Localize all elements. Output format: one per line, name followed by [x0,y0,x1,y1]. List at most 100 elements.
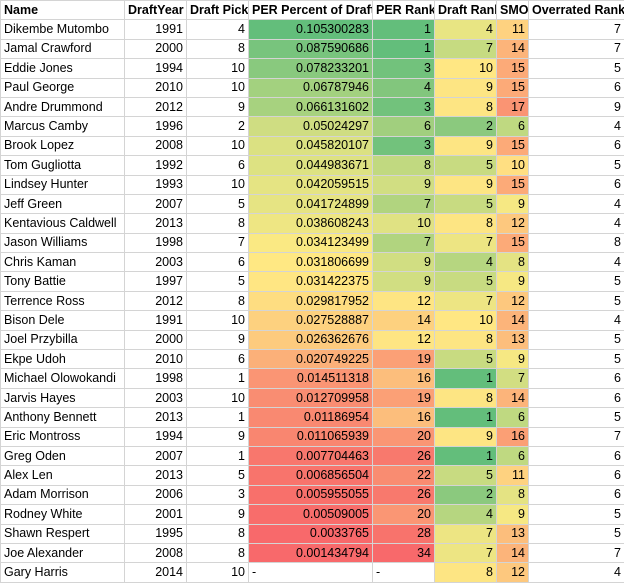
draft-pick-cell[interactable]: 6 [187,350,249,369]
smo-cell[interactable]: 12 [497,214,529,233]
smo-cell[interactable]: 12 [497,291,529,310]
draft-pick-cell[interactable]: 6 [187,156,249,175]
name-cell[interactable]: Terrence Ross [1,291,125,310]
draft-pick-cell[interactable]: 1 [187,408,249,427]
draft-pick-cell[interactable]: 5 [187,194,249,213]
smo-cell[interactable]: 15 [497,233,529,252]
draft-year-cell[interactable]: 1991 [125,20,187,39]
per-percent-cell[interactable]: 0.011065939 [249,427,373,446]
draft-pick-cell[interactable]: 8 [187,524,249,543]
header-smo[interactable]: SMO [497,1,529,20]
draft-rank-cell[interactable]: 5 [435,156,497,175]
smo-cell[interactable]: 14 [497,543,529,562]
per-percent-cell[interactable]: 0.041724899 [249,194,373,213]
draft-pick-cell[interactable]: 7 [187,233,249,252]
draft-pick-cell[interactable]: 8 [187,291,249,310]
overrated-rank-cell[interactable]: 5 [529,505,624,524]
name-cell[interactable]: Joel Przybilla [1,330,125,349]
per-rank-cell[interactable]: 3 [373,59,435,78]
per-rank-cell[interactable]: 3 [373,97,435,116]
draft-rank-cell[interactable]: 4 [435,505,497,524]
per-percent-cell[interactable]: 0.031422375 [249,272,373,291]
draft-year-cell[interactable]: 2013 [125,214,187,233]
smo-cell[interactable]: 6 [497,408,529,427]
overrated-rank-cell[interactable]: 5 [529,524,624,543]
per-rank-cell[interactable]: 8 [373,156,435,175]
per-percent-cell[interactable]: 0.006856504 [249,466,373,485]
overrated-rank-cell[interactable]: 6 [529,485,624,504]
per-rank-cell[interactable]: 7 [373,233,435,252]
per-rank-cell[interactable]: 12 [373,291,435,310]
per-rank-cell[interactable]: 20 [373,505,435,524]
per-percent-cell[interactable]: 0.001434794 [249,543,373,562]
smo-cell[interactable]: 15 [497,136,529,155]
per-percent-cell[interactable]: 0.007704463 [249,446,373,465]
draft-pick-cell[interactable]: 9 [187,97,249,116]
name-cell[interactable]: Tom Gugliotta [1,156,125,175]
per-rank-cell[interactable]: 7 [373,194,435,213]
name-cell[interactable]: Michael Olowokandi [1,369,125,388]
overrated-rank-cell[interactable]: 7 [529,543,624,562]
header-draft-rank[interactable]: Draft Rank [435,1,497,20]
overrated-rank-cell[interactable]: 5 [529,350,624,369]
draft-pick-cell[interactable]: 9 [187,330,249,349]
draft-rank-cell[interactable]: 7 [435,39,497,58]
draft-pick-cell[interactable]: 1 [187,446,249,465]
smo-cell[interactable]: 16 [497,427,529,446]
per-percent-cell[interactable]: 0.027528887 [249,311,373,330]
header-per-percent[interactable]: PER Percent of Draft [249,1,373,20]
smo-cell[interactable]: 8 [497,253,529,272]
draft-rank-cell[interactable]: 9 [435,175,497,194]
overrated-rank-cell[interactable]: 7 [529,39,624,58]
draft-rank-cell[interactable]: 1 [435,369,497,388]
draft-year-cell[interactable]: 1994 [125,59,187,78]
per-percent-cell[interactable]: 0.01186954 [249,408,373,427]
draft-pick-cell[interactable]: 8 [187,543,249,562]
smo-cell[interactable]: 6 [497,446,529,465]
name-cell[interactable]: Shawn Respert [1,524,125,543]
per-percent-cell[interactable]: 0.087590686 [249,39,373,58]
smo-cell[interactable]: 6 [497,117,529,136]
draft-pick-cell[interactable]: 10 [187,563,249,582]
draft-rank-cell[interactable]: 5 [435,466,497,485]
per-percent-cell[interactable]: 0.06787946 [249,78,373,97]
smo-cell[interactable]: 8 [497,485,529,504]
overrated-rank-cell[interactable]: 5 [529,156,624,175]
header-draft-year[interactable]: DraftYear [125,1,187,20]
draft-rank-cell[interactable]: 7 [435,524,497,543]
draft-year-cell[interactable]: 2013 [125,408,187,427]
draft-rank-cell[interactable]: 1 [435,408,497,427]
per-rank-cell[interactable]: 4 [373,78,435,97]
draft-year-cell[interactable]: 2006 [125,485,187,504]
per-rank-cell[interactable]: 3 [373,136,435,155]
draft-year-cell[interactable]: 2014 [125,563,187,582]
smo-cell[interactable]: 13 [497,330,529,349]
draft-year-cell[interactable]: 2001 [125,505,187,524]
smo-cell[interactable]: 9 [497,194,529,213]
per-percent-cell[interactable]: 0.042059515 [249,175,373,194]
draft-rank-cell[interactable]: 8 [435,388,497,407]
per-rank-cell[interactable]: 19 [373,388,435,407]
draft-year-cell[interactable]: 1998 [125,369,187,388]
per-percent-cell[interactable]: 0.05024297 [249,117,373,136]
smo-cell[interactable]: 15 [497,59,529,78]
smo-cell[interactable]: 9 [497,505,529,524]
draft-year-cell[interactable]: 2008 [125,136,187,155]
per-percent-cell[interactable]: 0.00509005 [249,505,373,524]
draft-year-cell[interactable]: 2013 [125,466,187,485]
draft-rank-cell[interactable]: 7 [435,233,497,252]
name-cell[interactable]: Andre Drummond [1,97,125,116]
overrated-rank-cell[interactable]: 5 [529,272,624,291]
per-percent-cell[interactable]: 0.045820107 [249,136,373,155]
smo-cell[interactable]: 9 [497,272,529,291]
overrated-rank-cell[interactable]: 6 [529,388,624,407]
per-rank-cell[interactable]: 22 [373,466,435,485]
draft-year-cell[interactable]: 1996 [125,117,187,136]
per-rank-cell[interactable]: 20 [373,427,435,446]
name-cell[interactable]: Eddie Jones [1,59,125,78]
draft-year-cell[interactable]: 2007 [125,446,187,465]
draft-pick-cell[interactable]: 9 [187,427,249,446]
name-cell[interactable]: Jeff Green [1,194,125,213]
overrated-rank-cell[interactable]: 8 [529,233,624,252]
draft-pick-cell[interactable]: 10 [187,175,249,194]
